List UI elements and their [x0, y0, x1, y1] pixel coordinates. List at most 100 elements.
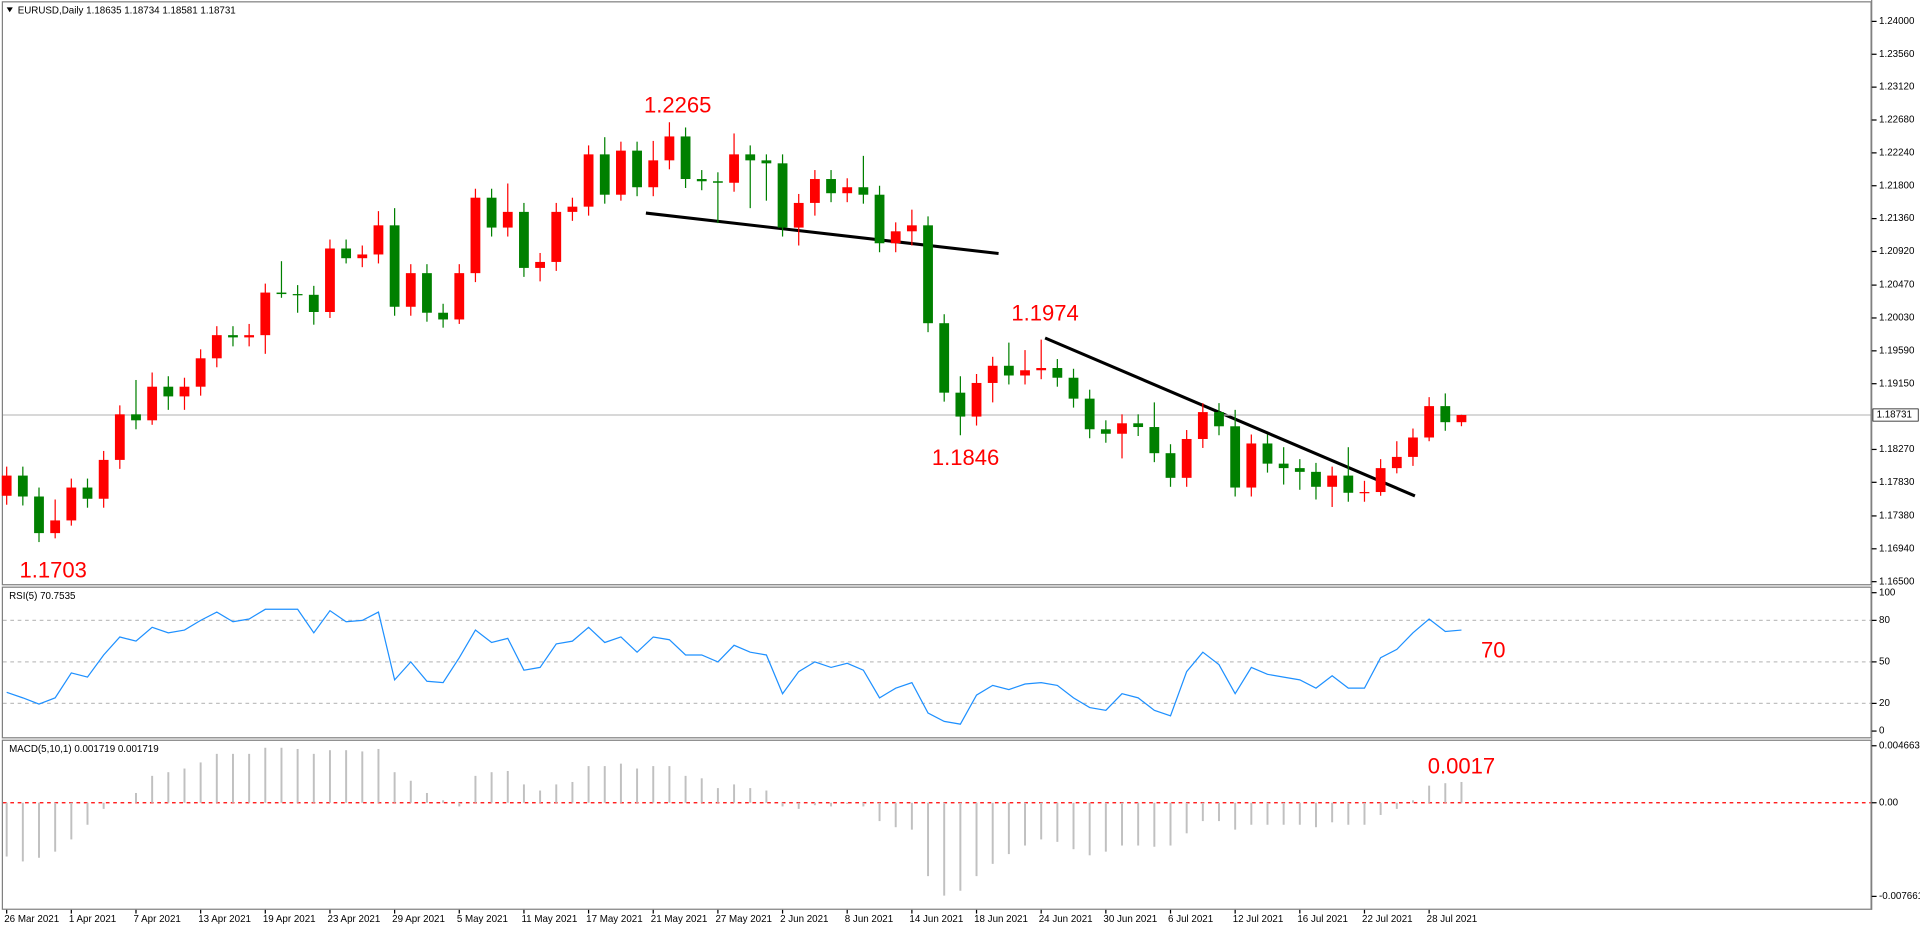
candle-body: [438, 312, 449, 320]
candle-body: [535, 261, 545, 268]
candle-body: [195, 358, 206, 387]
candle-body: [713, 181, 723, 183]
candle-body: [373, 225, 384, 255]
candle-body: [211, 335, 222, 359]
candle-body: [470, 197, 481, 274]
candle-body: [1327, 475, 1338, 487]
menu-triangle[interactable]: [6, 7, 13, 13]
x-tick-label: 28 Jul 2021: [1427, 914, 1478, 925]
rsi-line: [6, 608, 1462, 725]
y-tick-label: 50: [1879, 656, 1890, 667]
candle-body: [486, 197, 497, 228]
candle-body: [648, 160, 659, 188]
candle-body: [276, 292, 287, 295]
candle-body: [1408, 437, 1418, 457]
trendline[interactable]: [1044, 336, 1416, 498]
x-tick-label: 8 Jun 2021: [845, 914, 893, 925]
candle-body: [147, 386, 158, 421]
candle-body: [745, 154, 756, 161]
candle-body: [971, 382, 982, 417]
y-tick-label: 1.19150: [1879, 378, 1915, 389]
x-tick-label: 14 Jun 2021: [909, 914, 963, 925]
candle-body: [632, 150, 642, 188]
x-tick-label: 22 Jul 2021: [1362, 914, 1413, 925]
x-tick-label: 26 Mar 2021: [4, 914, 59, 925]
candle-body: [1375, 468, 1386, 493]
candle-body: [82, 487, 93, 499]
candle-body: [793, 202, 804, 228]
candle-body: [228, 335, 238, 338]
y-tick-label: 1.17830: [1879, 477, 1915, 488]
candle-body: [664, 136, 675, 161]
y-tick-label: 100: [1879, 587, 1896, 598]
candle-body: [1424, 406, 1435, 438]
candle-body: [1036, 368, 1047, 371]
y-tick-label: 1.22680: [1879, 115, 1915, 126]
candle-body: [923, 225, 933, 324]
x-tick-label: 13 Apr 2021: [198, 914, 251, 925]
current-price-box: [1872, 408, 1919, 422]
x-tick-label: 7 Apr 2021: [134, 914, 181, 925]
candle-body: [1343, 475, 1354, 493]
x-tick-label: 18 Jun 2021: [974, 914, 1028, 925]
candle-body: [179, 386, 190, 397]
candle-body: [551, 211, 562, 262]
candle-body: [357, 254, 368, 259]
candle-body: [308, 294, 319, 312]
annotation: 1.1974: [1011, 301, 1078, 326]
candle-body: [874, 194, 885, 244]
candle-body: [616, 150, 626, 195]
x-tick-label: 30 Jun 2021: [1103, 914, 1157, 925]
y-tick-label: 1.20470: [1879, 280, 1915, 291]
y-tick-label: 1.23120: [1879, 82, 1915, 93]
candle-body: [454, 273, 465, 320]
candle-body: [809, 179, 820, 203]
x-tick-label: 29 Apr 2021: [392, 914, 445, 925]
candle-body: [389, 225, 400, 307]
candle-body: [1117, 423, 1127, 434]
candle-body: [777, 163, 788, 228]
y-tick-label: 0: [1879, 726, 1885, 737]
candle-body: [696, 179, 707, 182]
y-tick-label: 1.23560: [1879, 49, 1915, 60]
y-tick-label: 1.21360: [1879, 213, 1915, 224]
candle-body: [292, 294, 303, 296]
x-tick-label: 6 Jul 2021: [1168, 914, 1213, 925]
candle-body: [325, 248, 335, 312]
trendline[interactable]: [645, 211, 999, 256]
candle-body: [1440, 406, 1451, 423]
candle-body: [1214, 412, 1224, 427]
candle-body: [1246, 443, 1257, 488]
y-tick-label: 20: [1879, 698, 1890, 709]
candle-body: [1165, 453, 1176, 478]
candle-body: [1294, 468, 1305, 472]
candle-body: [1052, 368, 1063, 378]
y-tick-label: -0.007661: [1879, 891, 1920, 902]
y-tick-label: 1.21800: [1879, 180, 1915, 191]
x-tick-label: 1 Apr 2021: [69, 914, 116, 925]
candle-body: [341, 248, 352, 259]
candle-body: [131, 414, 141, 421]
x-tick-label: 21 May 2021: [651, 914, 708, 925]
annotation: 1.2265: [644, 92, 711, 117]
candle-body: [1084, 398, 1095, 430]
candle-body: [519, 211, 529, 268]
y-tick-label: 1.20030: [1879, 313, 1915, 324]
candle-body: [599, 154, 610, 195]
candle-body: [1149, 427, 1160, 454]
annotation: 0.0017: [1428, 754, 1495, 779]
x-tick-label: 12 Jul 2021: [1233, 914, 1284, 925]
y-tick-label: 0.004663: [1879, 740, 1920, 751]
annotation: 70: [1481, 637, 1506, 662]
candle-body: [405, 273, 416, 307]
candle-body: [729, 154, 739, 183]
y-tick-label: 0.00: [1879, 797, 1899, 808]
candle-body: [890, 231, 901, 244]
candle-body: [244, 335, 255, 338]
y-tick-label: 1.16940: [1879, 543, 1915, 554]
x-tick-label: 17 May 2021: [586, 914, 643, 925]
candle-body: [858, 187, 869, 195]
